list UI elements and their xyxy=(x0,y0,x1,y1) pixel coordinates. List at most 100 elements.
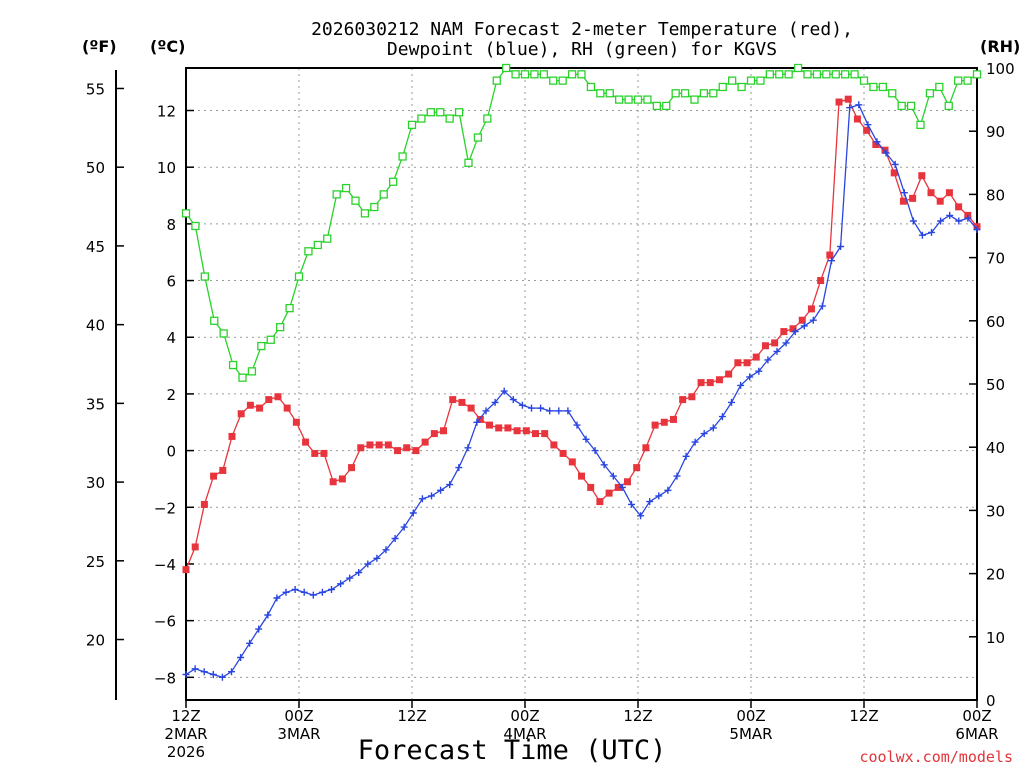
temperature-point xyxy=(918,172,926,180)
celsius-tick-label: 4 xyxy=(166,329,176,347)
rh-point xyxy=(888,89,897,98)
rh-tick-label: 100 xyxy=(986,60,1015,78)
dewpoint-point xyxy=(564,407,572,415)
temperature-point xyxy=(660,418,668,426)
dewpoint-point xyxy=(900,189,908,197)
rh-point xyxy=(709,89,718,98)
dewpoint-line xyxy=(185,104,978,679)
dewpoint-point xyxy=(518,401,526,409)
rh-point xyxy=(728,76,737,85)
rh-point xyxy=(596,89,605,98)
dewpoint-point xyxy=(855,101,863,109)
rh-point xyxy=(238,373,247,382)
fahrenheit-tick-label: 40 xyxy=(86,317,105,335)
temperature-point xyxy=(559,449,567,457)
celsius-tick-label: 0 xyxy=(166,443,176,461)
unit-label-fahrenheit: (ºF) xyxy=(82,37,117,56)
celsius-ticks: −8 −6 −4 −2 0 2 4 6 8 10 12 xyxy=(154,103,194,687)
temperature-point xyxy=(421,438,429,446)
dewpoint-point xyxy=(909,217,917,225)
rh-tick-label: 10 xyxy=(986,629,1005,647)
celsius-tick-label: 12 xyxy=(157,103,176,121)
dewpoint-point xyxy=(664,486,672,494)
dewpoint-point xyxy=(555,407,563,415)
rh-point xyxy=(784,70,793,79)
rh-point xyxy=(624,95,633,104)
chart-title-line-1: 2026030212 NAM Forecast 2-meter Temperat… xyxy=(311,19,853,40)
rh-point xyxy=(370,202,379,212)
rh-point xyxy=(483,114,492,123)
temperature-point xyxy=(752,353,760,361)
rh-point xyxy=(549,76,558,85)
rh-point xyxy=(426,108,435,117)
rh-point xyxy=(389,177,398,186)
dewpoint-point xyxy=(291,586,299,593)
dewpoint-point xyxy=(800,322,808,330)
rh-point xyxy=(398,152,407,161)
time-tick-label: 2MAR xyxy=(164,725,207,743)
series-rh xyxy=(181,63,982,382)
rh-point xyxy=(294,272,304,281)
rh-point xyxy=(690,95,699,104)
rh-point xyxy=(492,76,501,85)
temperature-point xyxy=(568,458,576,466)
rh-tick-label: 70 xyxy=(986,250,1005,268)
dewpoint-point xyxy=(791,328,799,336)
temperature-point xyxy=(890,169,898,177)
rh-point xyxy=(323,234,332,243)
dewpoint-point xyxy=(828,257,835,265)
temperature-point xyxy=(679,396,687,404)
rh-point xyxy=(775,70,784,79)
time-tick-label: 00Z xyxy=(962,707,991,725)
dewpoint-point xyxy=(709,424,717,432)
temperature-point xyxy=(495,424,503,432)
rh-tick-label: 80 xyxy=(986,186,1005,204)
dewpoint-point xyxy=(573,421,581,429)
temperature-point xyxy=(182,566,190,574)
rh-point xyxy=(228,360,238,370)
rh-point xyxy=(803,70,812,79)
temperature-point xyxy=(835,98,843,106)
rh-point xyxy=(746,76,756,85)
rh-point xyxy=(539,70,548,79)
temperature-point xyxy=(789,325,797,333)
dewpoint-point xyxy=(491,398,499,406)
dewpoint-point xyxy=(618,483,626,491)
credit-label: coolwx.com/models xyxy=(859,748,1013,766)
rh-point xyxy=(464,158,473,167)
dewpoint-point xyxy=(582,435,590,443)
rh-point xyxy=(944,101,953,111)
time-tick-label: 12Z xyxy=(623,707,652,725)
temperature-point xyxy=(237,410,245,418)
rh-point xyxy=(436,108,445,117)
temperature-point xyxy=(623,478,631,486)
temperature-point xyxy=(909,194,917,202)
dewpoint-point xyxy=(973,226,981,233)
celsius-tick-label: −2 xyxy=(154,499,176,517)
dewpoint-point xyxy=(691,438,699,446)
temperature-point xyxy=(761,342,769,350)
dewpoint-point xyxy=(200,668,208,676)
series-temperature xyxy=(182,95,981,574)
rh-point xyxy=(718,82,727,92)
dewpoint-point xyxy=(309,591,317,599)
temperature-point xyxy=(936,197,944,205)
temperature-point xyxy=(955,203,963,211)
time-tick-label: 00Z xyxy=(736,707,765,725)
dewpoint-point xyxy=(437,486,445,494)
rh-point xyxy=(417,114,426,123)
dewpoint-point xyxy=(528,404,535,412)
time-tick-label: 12Z xyxy=(397,707,426,725)
rh-point xyxy=(765,70,774,79)
temperature-point xyxy=(881,146,889,154)
dewpoint-point xyxy=(428,492,435,500)
fahrenheit-tick-label: 45 xyxy=(86,238,105,256)
rh-point xyxy=(257,341,266,351)
celsius-tick-label: −6 xyxy=(154,613,176,631)
dewpoint-point xyxy=(464,444,472,452)
temperature-point xyxy=(228,432,236,440)
temperature-point xyxy=(375,441,383,449)
dewpoint-point xyxy=(837,243,845,250)
unit-label-celsius: (ºC) xyxy=(150,37,185,56)
rh-point xyxy=(520,70,530,79)
